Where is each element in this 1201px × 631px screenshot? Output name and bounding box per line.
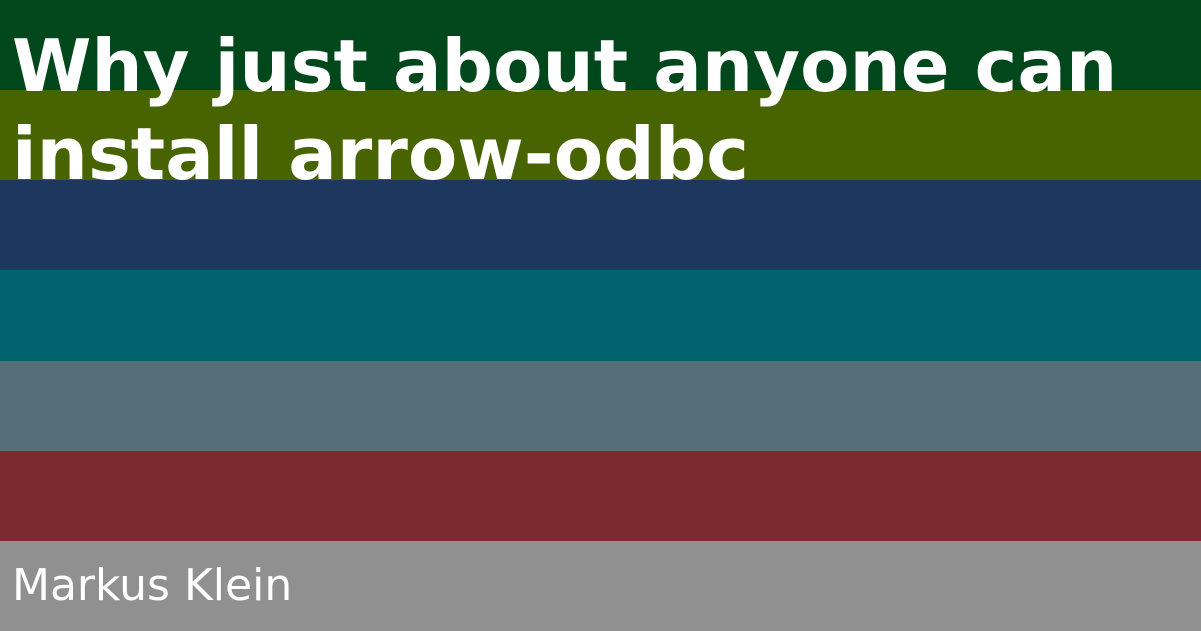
stripe-slate-gray — [0, 360, 1201, 451]
stripe-dark-red — [0, 450, 1201, 541]
stripe-navy-blue — [0, 180, 1201, 271]
stripe-olive-green — [0, 90, 1201, 181]
stripe-gray — [0, 540, 1201, 631]
stripe-teal — [0, 270, 1201, 361]
author-name: Markus Klein — [12, 560, 293, 611]
page-title: Why just about anyone can install arrow-… — [12, 24, 1118, 196]
stripe-dark-green — [0, 0, 1201, 91]
